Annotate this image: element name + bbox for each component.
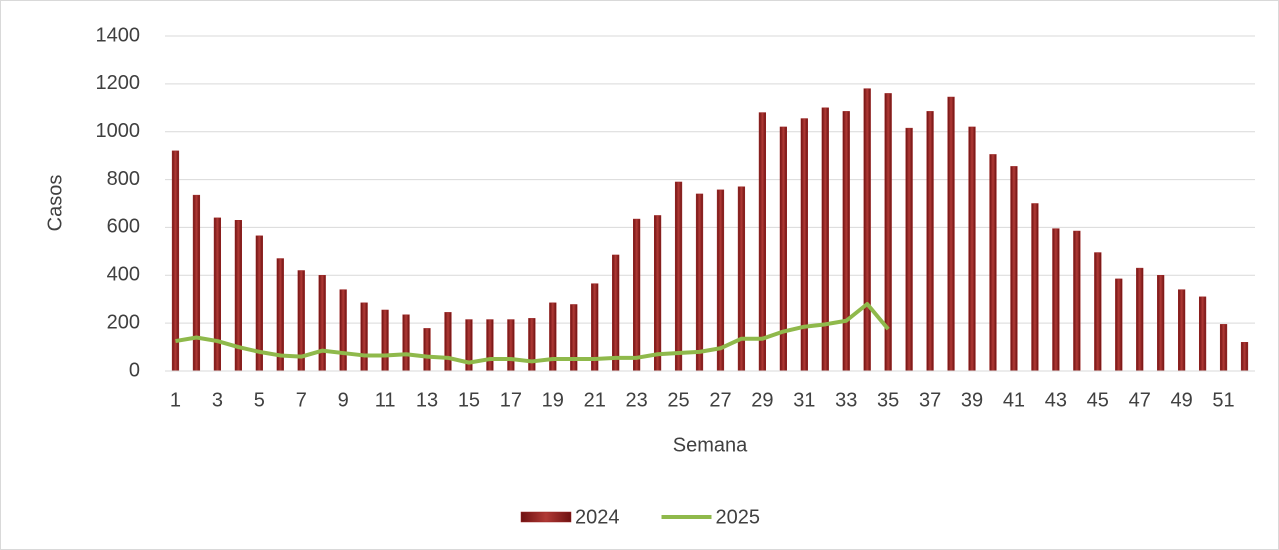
bar: [1198, 296, 1207, 372]
bar: [507, 319, 515, 372]
x-tick-label: 9: [338, 389, 349, 411]
line: [175, 302, 890, 365]
x-tick-label: 41: [1003, 389, 1025, 411]
x-tick-label: 5: [254, 389, 265, 411]
bar: [444, 312, 452, 372]
bar: [1136, 267, 1144, 372]
y-tick-label: 600: [107, 216, 140, 238]
x-axis-label: Semana: [673, 434, 748, 456]
y-tick-label: 200: [107, 311, 140, 333]
y-tick-label: 1000: [96, 120, 141, 142]
x-tick-label: 15: [458, 389, 480, 411]
bar: [381, 309, 389, 372]
x-tick-label: 21: [584, 389, 606, 411]
x-tick-label: 35: [877, 389, 899, 411]
y-tick-label: 400: [107, 264, 140, 286]
x-tick-label: 49: [1171, 389, 1193, 411]
x-tick-label: 7: [296, 389, 307, 411]
x-tick-label: 51: [1212, 389, 1234, 411]
x-tick-label: 43: [1045, 389, 1067, 411]
bar: [905, 127, 913, 372]
x-tick-label: 19: [542, 389, 564, 411]
bar: [318, 275, 326, 372]
x-tick-label: 33: [835, 389, 857, 411]
bar: [926, 111, 934, 372]
x-tick-label: 13: [416, 389, 438, 411]
x-tick-label: 39: [961, 389, 983, 411]
x-tick-label: 23: [626, 389, 648, 411]
bar: [863, 88, 871, 372]
bar: [486, 319, 494, 372]
bar: [968, 126, 976, 372]
bar: [171, 150, 180, 372]
bar: [947, 96, 955, 372]
bar: [339, 289, 347, 372]
x-tick-label: 1: [170, 389, 181, 411]
x-tick-label: 17: [500, 389, 522, 411]
x-tick-label: 47: [1129, 389, 1151, 411]
y-tick-label: 1200: [96, 72, 141, 94]
bar: [1031, 203, 1039, 372]
legend-label: 2024: [575, 506, 620, 528]
bar: [1010, 166, 1018, 372]
bar: [1073, 230, 1081, 372]
bar: [423, 328, 431, 372]
bar: [612, 254, 620, 372]
bar: [1052, 228, 1060, 372]
bar: [1178, 289, 1186, 372]
bar: [402, 314, 410, 372]
x-tick-label: 31: [793, 389, 815, 411]
bar: [716, 189, 725, 372]
bar: [1219, 324, 1228, 372]
bar: [360, 302, 368, 372]
bar: [1240, 342, 1249, 372]
y-tick-label: 1400: [96, 24, 141, 46]
bar: [989, 154, 997, 372]
bar: [821, 107, 829, 372]
x-tick-label: 29: [751, 389, 773, 411]
y-axis-label: Casos: [44, 175, 66, 232]
bar: [633, 218, 641, 372]
bar: [758, 112, 767, 372]
x-tick-label: 45: [1087, 389, 1109, 411]
bar: [1157, 275, 1165, 372]
legend-swatch: [520, 511, 572, 523]
bar: [1094, 252, 1102, 372]
x-tick-label: 37: [919, 389, 941, 411]
y-tick-label: 0: [129, 359, 140, 381]
bar: [213, 217, 222, 372]
x-tick-label: 11: [375, 389, 396, 411]
bar: [653, 215, 662, 372]
x-tick-label: 27: [709, 389, 731, 411]
legend-label: 2025: [716, 506, 761, 528]
bar: [1115, 278, 1123, 372]
bar: [192, 194, 201, 372]
bar: [842, 111, 850, 372]
x-tick-label: 3: [212, 389, 223, 411]
bar: [737, 186, 746, 372]
y-tick-label: 800: [107, 168, 140, 190]
bar: [674, 181, 683, 372]
bar: [695, 193, 704, 372]
x-tick-label: 25: [667, 389, 689, 411]
bar: [800, 118, 808, 372]
